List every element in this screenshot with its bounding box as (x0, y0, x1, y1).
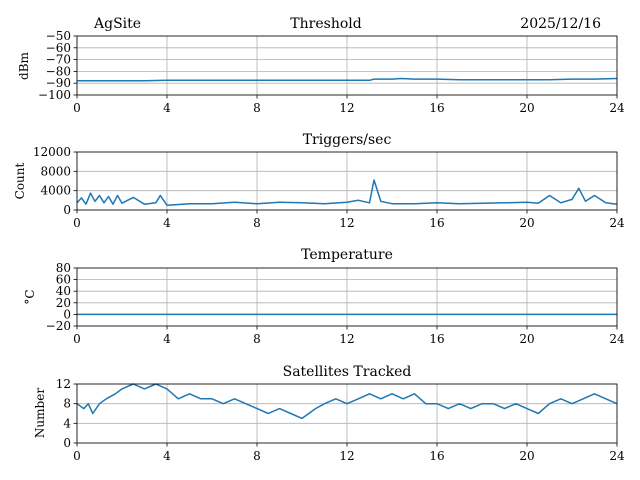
threshold-ytick-label: −100 (38, 88, 71, 102)
threshold-xtick-label: 20 (519, 101, 534, 115)
threshold-xtick-label: 0 (73, 101, 81, 115)
temperature-xtick-label: 12 (339, 332, 354, 346)
temperature-ytick-label: 0 (63, 307, 71, 321)
temperature-xtick-label: 16 (429, 332, 444, 346)
temperature-ylabel: °C (23, 289, 37, 304)
triggers-xtick-label: 16 (429, 216, 444, 230)
triggers-panel: Triggers/sec Count 0 4 8 12 16 20 24 12000 8000 4… (13, 132, 625, 230)
triggers-ytick-label: 12000 (33, 145, 71, 159)
satellites-panel: Satellites Tracked Number 0 4 8 12 16 20 24 12 8… (33, 364, 625, 463)
triggers-ytick-label: 8000 (40, 164, 71, 178)
threshold-title: Threshold (290, 16, 361, 32)
threshold-panel: Threshold dBm 0 4 8 12 16 20 24 −50−60−70−80−90… (17, 16, 625, 115)
threshold-xtick-label: 8 (253, 101, 261, 115)
threshold-ytick-label: −60 (46, 41, 71, 55)
threshold-xtick-label: 12 (339, 101, 354, 115)
triggers-ytick-label: 4000 (40, 184, 71, 198)
threshold-xtick-label: 24 (609, 101, 625, 115)
temperature-xtick-label: 0 (73, 332, 81, 346)
triggers-xtick-label: 0 (73, 216, 81, 230)
triggers-xtick-label: 4 (163, 216, 171, 230)
temperature-xtick-label: 24 (609, 332, 625, 346)
threshold-ytick-label: −50 (46, 29, 71, 43)
threshold-ytick-label: −80 (46, 64, 71, 78)
threshold-ylabel: dBm (17, 51, 31, 80)
threshold-ytick-label: −70 (46, 53, 71, 67)
temperature-ytick-label: −20 (46, 319, 71, 333)
satellites-ytick-label: 8 (63, 397, 71, 411)
satellites-xtick-label: 0 (73, 449, 81, 463)
triggers-ylabel: Count (13, 162, 27, 199)
satellites-ytick-label: 0 (63, 436, 71, 450)
satellites-axes-frame (76, 383, 618, 444)
temperature-title: Temperature (301, 247, 393, 263)
triggers-axes-frame (76, 151, 618, 211)
temperature-ytick-label: 40 (56, 284, 71, 298)
triggers-xtick-label: 12 (339, 216, 354, 230)
temperature-xtick-label: 4 (163, 332, 171, 346)
temperature-ytick-label: 80 (56, 261, 71, 275)
date-label: 2025/12/16 (520, 16, 601, 32)
satellites-series-line (76, 383, 618, 420)
triggers-xtick-label: 20 (519, 216, 534, 230)
satellites-title: Satellites Tracked (283, 364, 412, 380)
satellites-xtick-label: 8 (253, 449, 261, 463)
triggers-title: Triggers/sec (303, 132, 392, 148)
threshold-ytick-label: −90 (46, 76, 71, 90)
temperature-xtick-label: 8 (253, 332, 261, 346)
temperature-ytick-label: 20 (56, 296, 71, 310)
temperature-ytick-label: 60 (56, 273, 71, 287)
triggers-xtick-label: 8 (253, 216, 261, 230)
satellites-xtick-label: 24 (609, 449, 625, 463)
threshold-xtick-label: 4 (163, 101, 171, 115)
threshold-axes-frame (76, 35, 618, 96)
temperature-xtick-label: 20 (519, 332, 534, 346)
temperature-axes-frame (76, 267, 618, 327)
satellites-xtick-label: 16 (429, 449, 444, 463)
triggers-xtick-label: 24 (609, 216, 625, 230)
satellites-xtick-label: 12 (339, 449, 354, 463)
triggers-ytick-label: 0 (63, 203, 71, 217)
satellites-xtick-label: 4 (163, 449, 171, 463)
satellites-xtick-label: 20 (519, 449, 534, 463)
satellites-ytick-label: 12 (56, 377, 71, 391)
triggers-series-line (76, 179, 618, 206)
threshold-xtick-label: 16 (429, 101, 444, 115)
site-label: AgSite (93, 16, 141, 32)
satellites-ylabel: Number (33, 388, 47, 438)
satellites-ytick-label: 4 (63, 416, 71, 430)
threshold-series-line (77, 77, 618, 82)
